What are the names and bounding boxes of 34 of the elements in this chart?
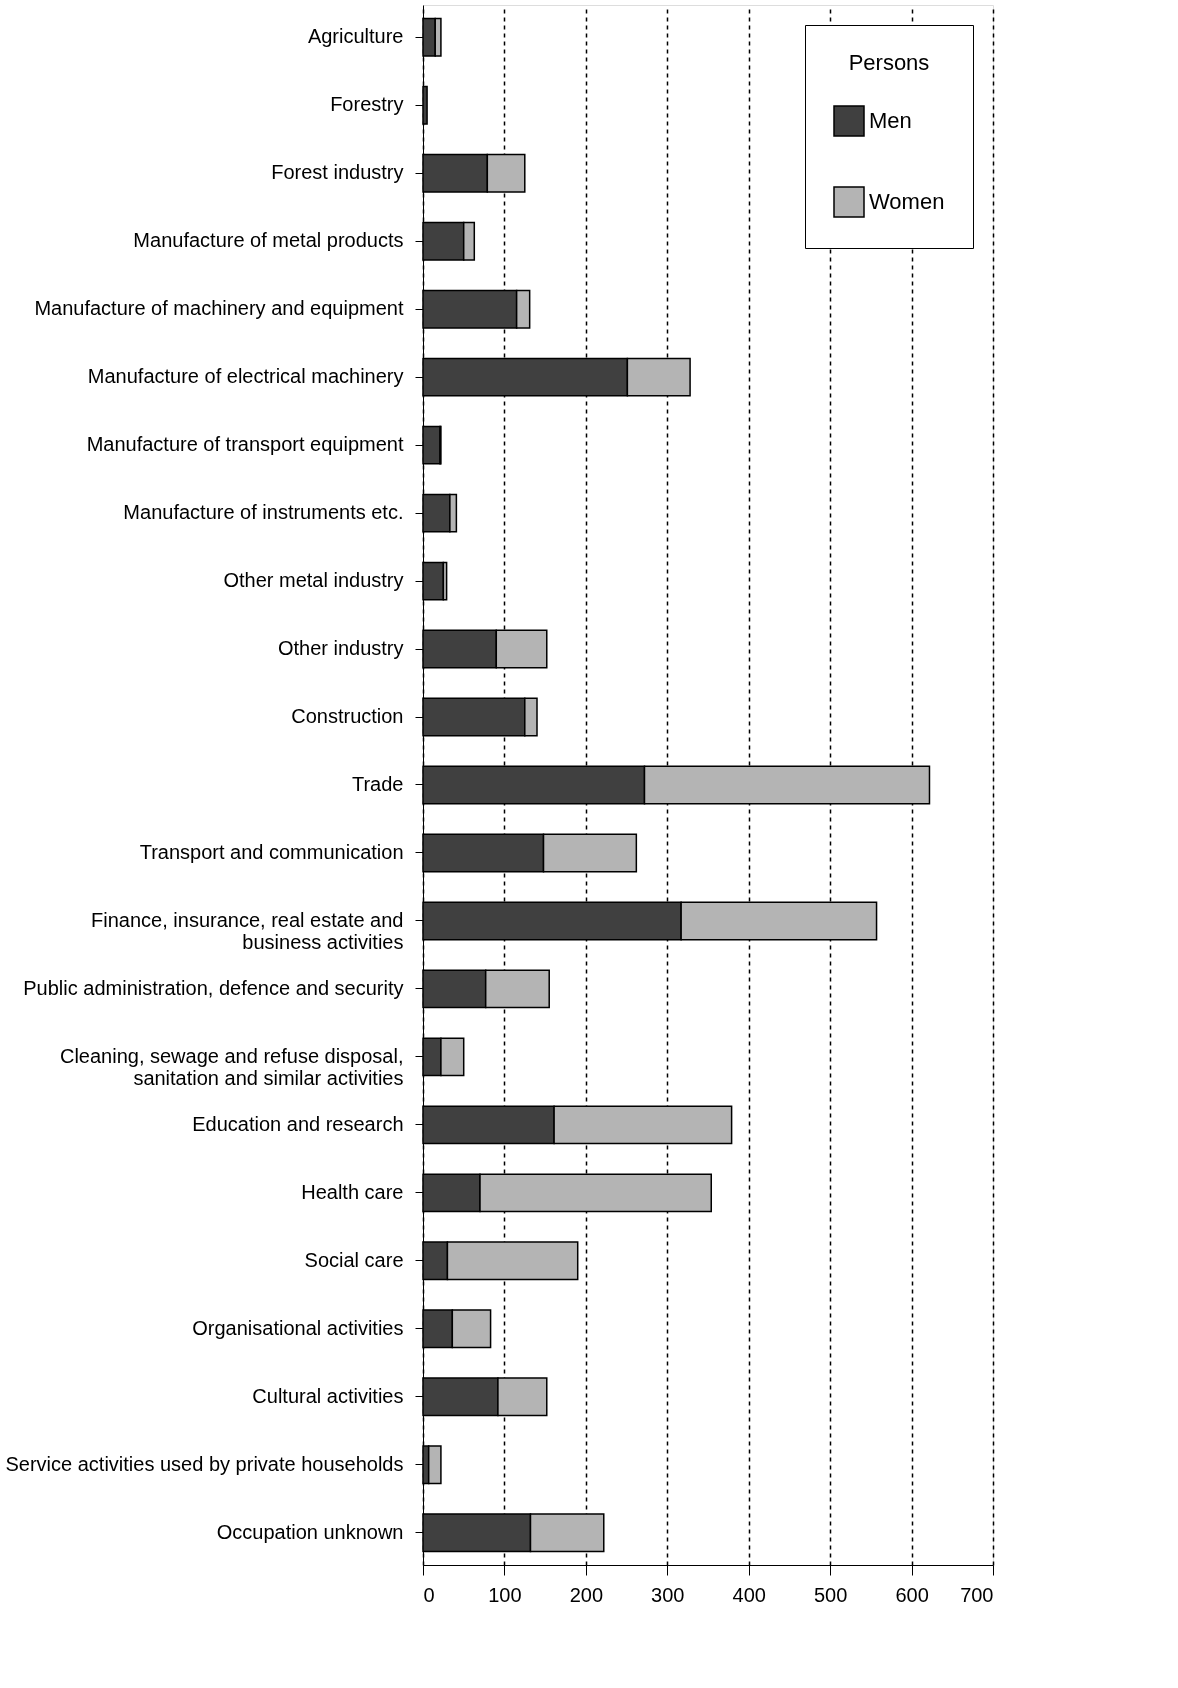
- x-tick-label: 300: [651, 1583, 685, 1606]
- legend-title: Persons: [848, 50, 930, 75]
- x-tick-label: 200: [569, 1583, 604, 1606]
- y-tick-label: Trade: [351, 773, 404, 795]
- y-tick-label: Forest industry: [271, 161, 404, 184]
- y-tick-label: Manufacture of metal products: [133, 229, 404, 252]
- y-tick-label: Transport and communication: [139, 840, 404, 863]
- x-tick-label: 500: [813, 1583, 848, 1606]
- x-tick-label: 600: [895, 1583, 929, 1606]
- y-tick-label: Health care: [301, 1180, 404, 1203]
- y-tick-label: Service activities used by private households: [5, 1452, 404, 1475]
- y-tick-label: Construction: [291, 705, 404, 728]
- y-tick-label: Cleaning, sewage and refuse disposal, sanitation and similar activities: [59, 1044, 404, 1089]
- y-tick-label: Social care: [304, 1248, 404, 1271]
- y-tick-label: Education and research: [192, 1112, 404, 1135]
- y-tick-label: Manufacture of machinery and equipment: [34, 297, 404, 320]
- y-tick-label: Finance, insurance, real estate and business activities: [91, 908, 404, 953]
- y-tick-label: Manufacture of instruments etc.: [123, 501, 404, 524]
- x-tick-label: 0: [423, 1583, 435, 1606]
- y-tick-label: Forestry: [330, 93, 404, 116]
- y-tick-label: Other metal industry: [223, 569, 404, 592]
- y-tick-label: Public administration, defence and security: [23, 976, 404, 999]
- y-tick-label: Occupation unknown: [216, 1520, 404, 1543]
- y-tick-label: Manufacture of transport equipment: [86, 433, 404, 456]
- x-tick-label: 700: [960, 1583, 994, 1606]
- x-tick-label: 100: [488, 1583, 522, 1606]
- legend-label: Men: [869, 108, 912, 133]
- y-tick-label: Manufacture of electrical machinery: [87, 365, 404, 388]
- y-tick-label: Other industry: [277, 637, 404, 660]
- y-tick-label: Cultural activities: [252, 1384, 404, 1407]
- y-tick-label: Agriculture: [307, 25, 404, 48]
- y-tick-label: Organisational activities: [192, 1316, 404, 1339]
- legend-label: Women: [869, 189, 945, 214]
- x-tick-label: 400: [732, 1583, 766, 1606]
